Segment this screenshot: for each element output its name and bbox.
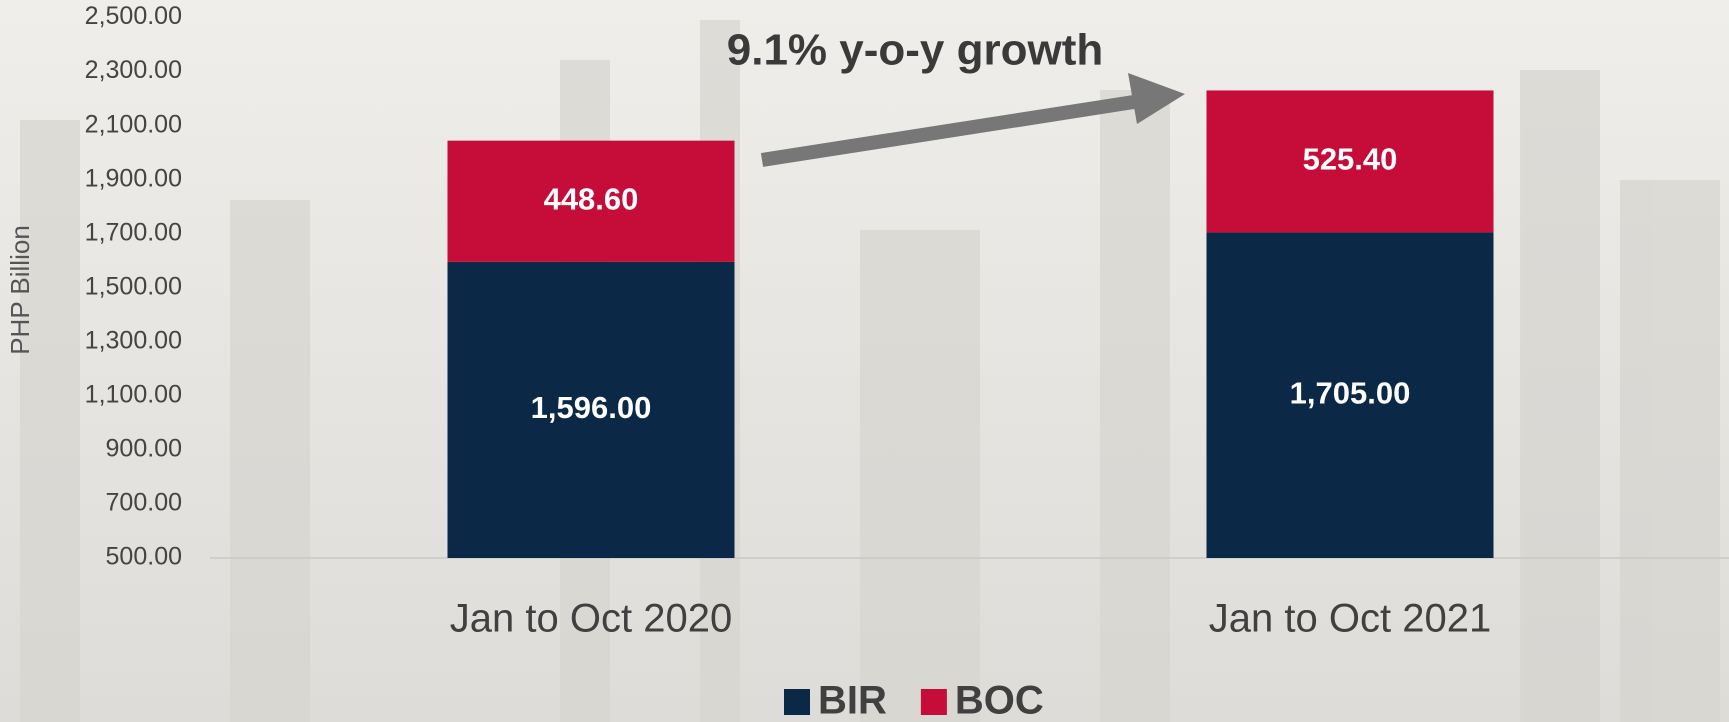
growth-arrow	[760, 73, 1185, 167]
y-tick-label: 1,100.00	[85, 380, 182, 408]
bar-segment	[447, 261, 735, 558]
y-tick-label: 2,100.00	[85, 110, 182, 138]
data-label: 1,705.00	[1290, 375, 1411, 410]
bar-segment	[447, 140, 735, 262]
x-tick-label: Jan to Oct 2021	[1209, 597, 1491, 641]
y-tick-label: 1,900.00	[85, 164, 182, 192]
y-tick-label: 500.00	[106, 543, 182, 571]
y-tick-label: 2,300.00	[85, 56, 182, 84]
legend-swatch	[920, 689, 947, 715]
legend-swatch	[784, 689, 810, 715]
y-tick-label: 2,500.00	[85, 2, 182, 30]
data-label: 1,596.00	[531, 390, 652, 425]
bar-segment	[1206, 90, 1494, 233]
annotation: 9.1% y-o-y growth	[727, 26, 1104, 75]
y-tick-label: 700.00	[106, 489, 182, 517]
data-label: 448.60	[544, 181, 639, 216]
legend-label: BIR	[818, 679, 887, 722]
legend-label: BOC	[955, 679, 1044, 722]
y-axis-label: PHP Billion	[5, 225, 35, 355]
bar-segment	[1206, 232, 1494, 558]
y-tick-label: 1,300.00	[85, 326, 182, 354]
x-tick-label: Jan to Oct 2020	[450, 597, 732, 641]
y-tick-label: 900.00	[106, 435, 182, 463]
y-tick-label: 1,500.00	[85, 272, 182, 300]
data-label: 525.40	[1303, 142, 1398, 177]
y-tick-label: 1,700.00	[85, 218, 182, 246]
